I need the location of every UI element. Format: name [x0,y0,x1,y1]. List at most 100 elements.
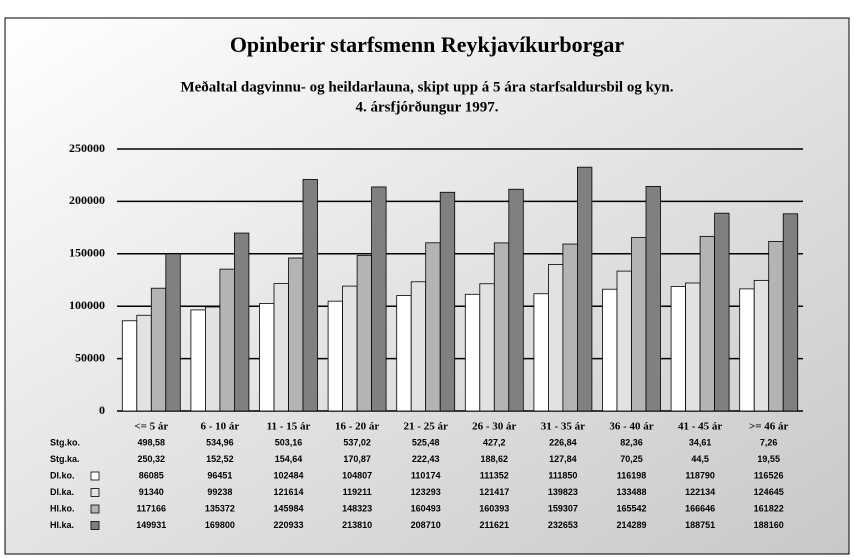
table-cell: 169800 [205,520,235,530]
bar [508,188,524,412]
bar [493,242,510,412]
table-cell: 149931 [136,520,166,530]
table-cell: 160493 [411,503,441,513]
bar [396,295,412,412]
row-label: Stg.ko. [50,437,80,447]
table-cell: 427,2 [483,437,506,447]
bar [602,288,618,412]
bar [645,186,661,412]
x-tick-label: 16 - 20 ár [335,421,379,433]
bar [273,283,289,412]
x-tick-label: <= 5 ár [134,421,168,433]
table-cell: 121614 [273,487,303,497]
chart-subtitle: Meðaltal dagvinnu- og heildarlauna, skip… [180,79,673,95]
bar [190,309,206,412]
table-cell: 110174 [411,470,441,480]
bar [204,306,221,412]
y-tick-label: 0 [99,403,105,417]
table-cell: 220933 [273,520,303,530]
table-cell: 154,64 [275,454,303,464]
row-label: Hl.ko. [50,503,75,513]
bar [121,320,138,412]
y-tick-label: 250000 [69,141,105,155]
legend-key [90,471,100,481]
table-cell: 159307 [548,503,578,513]
table-cell: 7,26 [760,437,778,447]
bar [548,264,564,412]
bar [219,268,235,412]
table-cell: 117166 [137,503,167,513]
table-cell: 34,61 [689,437,712,447]
table-cell: 44,5 [691,454,709,464]
bar [714,212,730,412]
bar [768,241,784,412]
table-cell: 188,62 [481,454,509,464]
table-cell: 139823 [548,487,578,497]
table-cell: 503,16 [275,437,303,447]
table-cell: 152,52 [206,454,234,464]
table-cell: 70,25 [620,454,643,464]
y-tick-label: 200000 [69,193,105,207]
x-tick-label: 41 - 45 ár [678,421,722,433]
bar [685,282,701,412]
table-cell: 122134 [685,487,715,497]
table-cell: 232653 [548,520,578,530]
table-cell: 118790 [685,470,715,480]
bar [410,281,427,412]
row-label: Stg.ka. [50,454,80,464]
chart-subtitle: 4. ársfjórðungur 1997. [355,99,498,115]
bar [479,283,495,412]
table-cell: 135372 [205,503,235,513]
table-cell: 96451 [207,470,232,480]
table-cell: 525,48 [412,437,440,447]
table-cell: 121417 [479,487,509,497]
table-cell: 170,87 [343,454,371,464]
table-cell: 250,32 [138,454,166,464]
table-cell: 226,84 [549,437,577,447]
bar [782,213,799,412]
bar [533,293,549,412]
bar [327,300,344,412]
table-cell: 133488 [616,487,646,497]
table-cell: 534,96 [206,437,234,447]
legend-key [90,521,100,530]
table-cell: 82,36 [620,437,643,447]
bar [302,179,318,412]
table-cell: 214289 [616,520,646,530]
bar [577,166,593,412]
bar [439,191,456,412]
bar [136,314,152,412]
bar [233,232,250,412]
bar [753,279,770,412]
y-tick-label: 50000 [75,350,105,364]
x-tick-label: >= 46 ár [749,421,789,433]
row-label: Dl.ko. [50,470,75,480]
y-tick-label: 150000 [69,246,105,260]
table-cell: 213810 [342,520,372,530]
table-cell: 166646 [685,503,715,513]
table-cell: 208710 [411,520,441,530]
table-cell: 123293 [411,487,441,497]
bar [562,243,578,412]
table-cell: 188751 [685,520,715,530]
row-label: Hl.ka. [50,520,74,530]
bar [670,286,686,412]
bar [739,288,755,412]
bar [150,287,167,412]
bar [371,186,387,412]
table-cell: 104807 [342,470,372,480]
table-cell: 116526 [754,470,784,480]
table-cell: 124645 [754,487,784,497]
table-cell: 211621 [480,520,510,530]
table-cell: 99238 [207,487,232,497]
table-cell: 188160 [754,520,784,530]
x-tick-label: 21 - 25 ár [404,421,448,433]
bar [631,237,647,412]
table-cell: 111850 [548,470,577,480]
x-tick-label: 11 - 15 ár [267,421,311,433]
table-cell: 148323 [342,503,372,513]
table-cell: 127,84 [549,454,577,464]
x-tick-label: 6 - 10 ár [201,421,240,433]
bar [259,303,275,412]
